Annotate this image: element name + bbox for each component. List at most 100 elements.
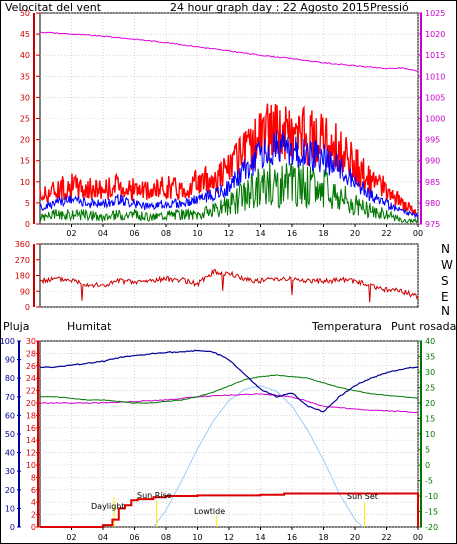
direction-letter-s: S xyxy=(441,274,449,288)
x-tick-label: 04 xyxy=(98,229,108,238)
y-tick-label-pressure: 980 xyxy=(425,199,440,208)
x-tick-label: 08 xyxy=(161,229,171,238)
y-tick-label-rain: 10 xyxy=(26,461,36,470)
y-tick-label-temperature: 10 xyxy=(425,430,435,439)
y-tick-label-rain: 22 xyxy=(26,387,36,396)
y-tick-label-wind: 35 xyxy=(20,72,30,81)
daylight-label: Daylight xyxy=(91,502,125,511)
rain-series xyxy=(40,492,419,528)
y-tick-label-humidity: 20 xyxy=(5,486,15,495)
y-tick-label-pressure: 995 xyxy=(425,136,440,145)
x-tick-label: 22 xyxy=(381,229,391,238)
x-tick-label: 00 xyxy=(413,229,423,238)
temperature-title: Temperatura xyxy=(311,320,382,333)
y-tick-label-rain: 0 xyxy=(31,523,36,532)
y-tick-label-pressure: 1010 xyxy=(425,72,445,81)
y-tick-label-rain: 12 xyxy=(26,449,36,458)
y-tick-label-pressure: 1015 xyxy=(425,51,445,60)
x-tick-label: 18 xyxy=(318,533,328,542)
x-tick-label: 14 xyxy=(255,229,265,238)
y-tick-label-wind: 25 xyxy=(20,115,30,124)
y-tick-label-wind: 10 xyxy=(20,178,30,187)
y-tick-label-rain: 20 xyxy=(26,399,36,408)
y-tick-label-temperature: 0 xyxy=(425,461,430,470)
humidity-series xyxy=(39,349,419,413)
y-tick-label-rain: 28 xyxy=(26,349,36,358)
wind-minimum-series xyxy=(39,161,419,225)
y-tick-label-rain: 24 xyxy=(26,374,36,383)
y-tick-label-pressure: 1005 xyxy=(425,93,445,102)
y-tick-label-humidity: 40 xyxy=(5,449,15,458)
y-tick-label-temperature: 30 xyxy=(425,368,435,377)
y-tick-label-wind: 0 xyxy=(25,220,30,229)
y-tick-label-pressure: 975 xyxy=(425,220,440,229)
y-tick-label-humidity: 90 xyxy=(5,356,15,365)
y-tick-label-humidity: 10 xyxy=(5,504,15,513)
y-tick-label-rain: 6 xyxy=(31,486,36,495)
x-tick-label: 20 xyxy=(350,533,360,542)
wind-average-series xyxy=(39,130,419,219)
x-tick-label: 06 xyxy=(129,229,139,238)
x-tick-label: 04 xyxy=(98,533,108,542)
x-tick-label: 22 xyxy=(381,533,391,542)
direction-letter-n-top: N xyxy=(441,242,450,256)
y-tick-label-rain: 30 xyxy=(26,337,36,346)
y-tick-label-temperature: -15 xyxy=(425,508,438,517)
x-tick-label: 14 xyxy=(255,533,265,542)
y-tick-label-wind: 45 xyxy=(20,30,30,39)
y-tick-label-temperature: -5 xyxy=(425,477,433,486)
sunset-label: Sun Set xyxy=(347,492,378,501)
y-tick-label-humidity: 0 xyxy=(10,523,15,532)
y-tick-label-wind: 5 xyxy=(25,199,30,208)
y-tick-label-wind: 20 xyxy=(20,136,30,145)
x-tick-label: 18 xyxy=(318,229,328,238)
x-tick-label: 20 xyxy=(350,229,360,238)
y-tick-label-temperature: 35 xyxy=(425,353,435,362)
y-tick-label-direction: 360 xyxy=(15,240,30,249)
direction-letter-n-bottom: N xyxy=(441,304,450,318)
y-tick-label-temperature: -10 xyxy=(425,492,438,501)
temperature-series xyxy=(39,374,419,404)
y-tick-label-direction: 90 xyxy=(20,287,30,296)
direction-letter-e: E xyxy=(441,290,449,304)
x-tick-label: 00 xyxy=(413,533,423,542)
wind-direction-chart: 0 90 180 270 360 xyxy=(15,240,419,312)
y-tick-label-rain: 8 xyxy=(31,473,36,482)
y-tick-label-humidity: 60 xyxy=(5,411,15,420)
y-tick-label-pressure: 1025 xyxy=(425,9,445,18)
y-tick-label-rain: 2 xyxy=(31,511,36,520)
y-tick-label-rain: 26 xyxy=(26,362,36,371)
y-tick-label-direction: 0 xyxy=(25,303,30,312)
dewpoint-series xyxy=(39,393,418,414)
y-tick-label-temperature: 15 xyxy=(425,415,435,424)
dewpoint-title: Punt rosada xyxy=(391,320,456,333)
x-tick-label: 02 xyxy=(66,533,76,542)
y-tick-label-pressure: 985 xyxy=(425,178,440,187)
y-tick-label-humidity: 50 xyxy=(5,430,15,439)
y-tick-label-temperature: 25 xyxy=(425,384,435,393)
x-tick-label: 16 xyxy=(287,229,297,238)
x-tick-label: 16 xyxy=(287,533,297,542)
humidity-title: Humitat xyxy=(67,320,112,333)
y-tick-label-humidity: 70 xyxy=(5,393,15,402)
x-tick-label: 08 xyxy=(161,533,171,542)
pressure-title: Pressió xyxy=(370,1,409,14)
x-tick-label: 10 xyxy=(192,229,202,238)
x-tick-label: 06 xyxy=(129,533,139,542)
graph-date-title: 24 hour graph day : 22 Agosto 2015 xyxy=(170,1,370,14)
y-tick-label-wind: 40 xyxy=(20,51,30,60)
x-tick-label: 12 xyxy=(224,533,234,542)
y-tick-label-humidity: 30 xyxy=(5,467,15,476)
y-tick-label-wind: 30 xyxy=(20,93,30,102)
lowtide-label: Lowtide xyxy=(194,507,225,516)
x-tick-label: 10 xyxy=(192,533,202,542)
y-tick-label-rain: 16 xyxy=(26,424,36,433)
y-tick-label-wind: 15 xyxy=(20,157,30,166)
x-tick-label: 02 xyxy=(66,229,76,238)
y-tick-label-pressure: 990 xyxy=(425,157,440,166)
y-tick-label-direction: 270 xyxy=(15,256,30,265)
y-tick-label-direction: 180 xyxy=(15,272,30,281)
y-tick-label-rain: 14 xyxy=(26,436,36,445)
